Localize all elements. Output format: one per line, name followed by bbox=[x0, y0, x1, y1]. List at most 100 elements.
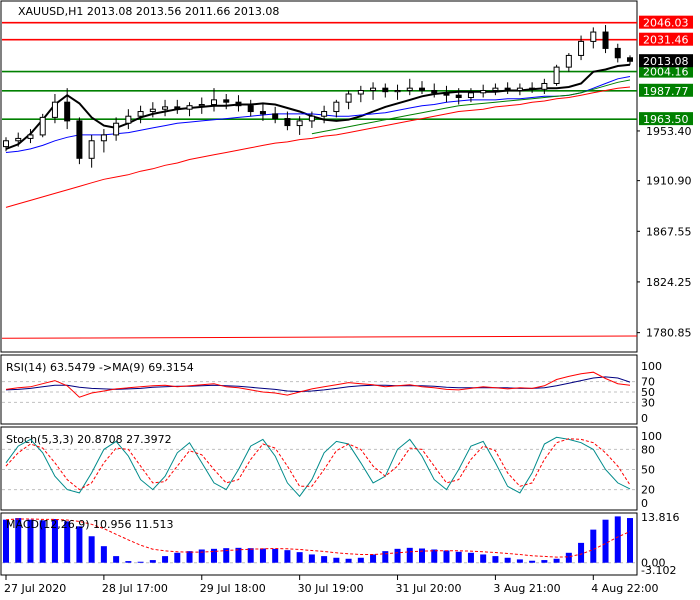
time-axis: 27 Jul 2020 28 Jul 17:00 29 Jul 18:00 30 Ju… bbox=[4, 575, 658, 595]
candle-body-3 bbox=[39, 116, 46, 136]
candle-body-21 bbox=[259, 111, 266, 115]
macd-bar-26 bbox=[321, 556, 328, 563]
rsi-label: RSI(14) 63.5479 ->MA(9) 69.3154 bbox=[6, 361, 194, 374]
macd-bar-14 bbox=[174, 552, 181, 563]
candle-body-35 bbox=[431, 90, 438, 94]
stoch-line-1 bbox=[5, 438, 631, 491]
macd-bar-6 bbox=[76, 526, 83, 563]
macd-bar-33 bbox=[406, 547, 413, 563]
candle-body-7 bbox=[88, 140, 95, 159]
macd-bar-4 bbox=[51, 519, 58, 563]
macd-bar-24 bbox=[296, 552, 303, 563]
rsi-tick-4: 0 bbox=[641, 412, 648, 425]
price-tick-label-3: 1824.25 bbox=[646, 276, 692, 289]
macd-bar-19 bbox=[235, 547, 242, 563]
stoch-panel-frame bbox=[0, 426, 638, 511]
main-price-panel: XAUUSD,H1 2013.08 2013.56 2011.66 2013.0… bbox=[0, 0, 693, 353]
stoch-tick-4: 0 bbox=[641, 497, 648, 510]
candle-body-11 bbox=[137, 111, 144, 117]
candle-body-47 bbox=[578, 40, 585, 56]
macd-bar-39 bbox=[480, 554, 487, 563]
macd-bar-38 bbox=[467, 552, 474, 563]
candle-body-9 bbox=[113, 122, 120, 136]
macd-bar-20 bbox=[247, 548, 254, 563]
level-tag-label-0: 2046.03 bbox=[643, 17, 689, 30]
macd-bar-11 bbox=[137, 561, 144, 563]
candle-body-39 bbox=[480, 90, 487, 94]
time-tick-label-5: 3 Aug 21:00 bbox=[493, 582, 560, 595]
stoch-tick-3: 20 bbox=[641, 484, 655, 497]
macd-bar-48 bbox=[590, 529, 597, 563]
rsi-tick-2: 50 bbox=[641, 386, 655, 399]
candle-body-36 bbox=[443, 92, 450, 96]
candle-body-34 bbox=[419, 87, 425, 92]
macd-bar-49 bbox=[602, 519, 609, 563]
candle-body-23 bbox=[284, 118, 291, 127]
moving-averages bbox=[5, 63, 631, 208]
candle-body-15 bbox=[186, 105, 193, 110]
macd-bar-47 bbox=[578, 542, 585, 563]
candle-body-16 bbox=[198, 104, 205, 107]
candle-body-22 bbox=[272, 113, 279, 120]
candle-body-28 bbox=[345, 93, 352, 103]
level-tag-label-1: 2031.46 bbox=[643, 34, 689, 47]
rsi-tick-3: 30 bbox=[641, 396, 655, 409]
stoch-line-0 bbox=[5, 436, 631, 498]
candle-body-31 bbox=[382, 87, 389, 93]
price-tick-label-1: 1910.90 bbox=[646, 175, 692, 188]
candle-body-51 bbox=[627, 57, 633, 62]
candle-body-8 bbox=[100, 134, 107, 142]
macd-bar-35 bbox=[431, 549, 438, 563]
candle-body-19 bbox=[235, 101, 242, 107]
ma-line-1 bbox=[5, 76, 631, 153]
macd-bar-25 bbox=[308, 554, 315, 563]
candle-body-14 bbox=[174, 106, 181, 110]
macd-bar-29 bbox=[357, 557, 364, 563]
macd-bar-34 bbox=[419, 548, 425, 563]
price-tick-label-2: 1867.55 bbox=[646, 225, 692, 238]
candlesticks bbox=[3, 25, 633, 168]
symbol-header: XAUUSD,H1 2013.08 2013.56 2011.66 2013.0… bbox=[18, 5, 279, 18]
time-tick-label-0: 27 Jul 2020 bbox=[4, 582, 66, 595]
macd-panel-frame bbox=[0, 512, 638, 576]
candle-body-41 bbox=[504, 87, 511, 92]
long-ma-line bbox=[1, 335, 638, 339]
macd-bar-16 bbox=[198, 549, 205, 563]
time-tick-label-1: 28 Jul 17:00 bbox=[102, 582, 168, 595]
macd-bar-44 bbox=[541, 560, 548, 563]
price-axis: 1953.40 1910.90 1867.55 1824.25 1780.85 2046.… bbox=[637, 15, 693, 340]
macd-bar-18 bbox=[223, 548, 230, 563]
candle-body-29 bbox=[357, 90, 364, 95]
level-tag-label-3: 1987.77 bbox=[643, 85, 689, 98]
macd-bar-50 bbox=[614, 516, 621, 563]
macd-bar-36 bbox=[443, 550, 450, 563]
macd-bar-15 bbox=[186, 551, 193, 563]
macd-tick-1: 0.00 bbox=[641, 557, 666, 570]
macd-bar-51 bbox=[627, 518, 633, 563]
current-price-label: 2013.08 bbox=[643, 55, 689, 68]
stoch-tick-2: 50 bbox=[641, 464, 655, 477]
main-panel-frame bbox=[0, 0, 638, 353]
macd-tick-0: 13.816 bbox=[641, 511, 680, 524]
candle-body-12 bbox=[149, 108, 156, 113]
macd-bar-30 bbox=[370, 554, 377, 563]
macd-bar-32 bbox=[394, 548, 401, 563]
macd-bar-2 bbox=[27, 519, 34, 563]
candle-body-42 bbox=[516, 87, 523, 92]
candle-body-40 bbox=[492, 87, 499, 92]
level-tag-label-4: 1963.50 bbox=[643, 113, 689, 126]
macd-panel: 13.816 0.00-3.102 MACD(12,26,9) 10.956 11… bbox=[0, 511, 680, 577]
candle-body-13 bbox=[162, 106, 169, 110]
candle-body-18 bbox=[223, 99, 230, 103]
macd-bar-5 bbox=[64, 521, 71, 563]
macd-signal-line bbox=[5, 518, 631, 558]
candle-body-30 bbox=[370, 87, 377, 92]
rsi-line-1 bbox=[5, 371, 631, 398]
candle-body-33 bbox=[406, 87, 413, 92]
candle-body-45 bbox=[553, 66, 560, 84]
macd-bar-28 bbox=[345, 558, 352, 563]
price-tick-label-4: 1780.85 bbox=[646, 327, 692, 340]
